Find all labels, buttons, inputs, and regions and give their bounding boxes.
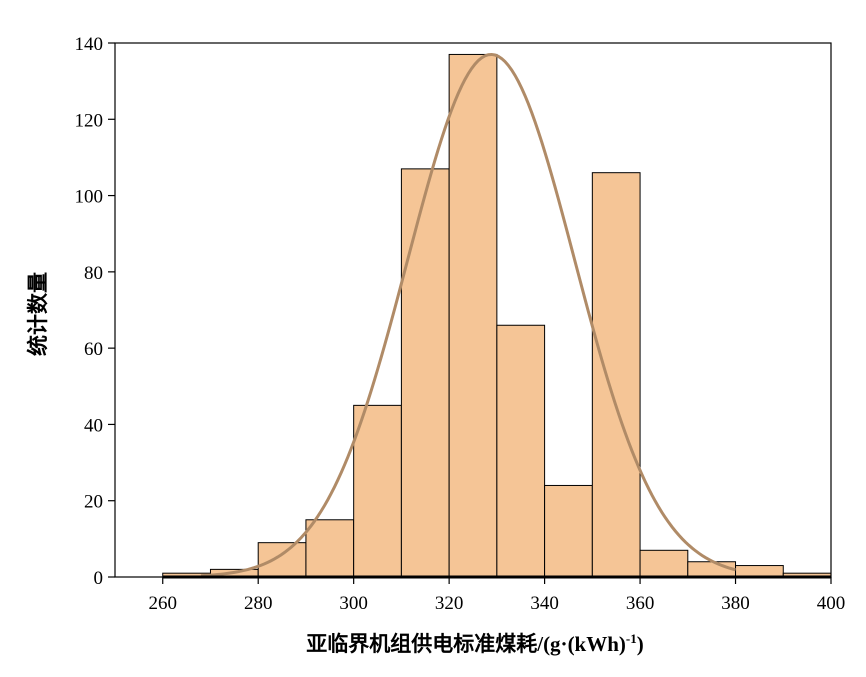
x-tick-label-280: 280: [244, 593, 273, 614]
y-tick-label-120: 120: [75, 110, 104, 131]
y-tick-label-60: 60: [84, 339, 103, 360]
x-tick-label-320: 320: [435, 593, 464, 614]
x-axis-title-tail: ): [637, 632, 644, 656]
x-axis-ticks: 260 280 300 320 340 360 380 400: [148, 577, 845, 614]
x-axis-title-superscript: -1: [626, 631, 637, 646]
y-tick-label-100: 100: [75, 187, 104, 208]
x-tick-label-340: 340: [530, 593, 559, 614]
y-tick-label-80: 80: [84, 263, 103, 284]
histogram-bar-320-330: [448, 53, 498, 578]
histogram-bar-280-290: [257, 542, 307, 578]
x-tick-label-360: 360: [626, 593, 655, 614]
y-tick-label-20: 20: [84, 492, 103, 513]
y-axis-ticks: 0 20 40 60 80 100 120 140: [75, 34, 115, 589]
histogram-bar-310-320: [400, 168, 450, 578]
histogram-bar-300-310: [353, 404, 402, 578]
histogram-bar-360-370: [639, 549, 689, 578]
histogram-bar-370-380: [687, 561, 737, 578]
x-tick-label-380: 380: [721, 593, 750, 614]
x-axis-title: 亚临界机组供电标准煤耗/(g·(kWh)-1): [306, 631, 644, 656]
y-tick-label-140: 140: [75, 34, 104, 55]
x-tick-label-300: 300: [339, 593, 368, 614]
y-axis-title: 统计数量: [26, 272, 50, 356]
histogram-bar-350-360: [591, 172, 641, 578]
fit-curve-layer: [200, 52, 736, 578]
y-tick-label-0: 0: [94, 568, 104, 589]
histogram-bar-330-340: [496, 324, 546, 578]
bars-layer: [162, 53, 832, 578]
x-tick-label-400: 400: [817, 593, 846, 614]
y-tick-label-40: 40: [84, 415, 103, 436]
histogram-bar-290-300: [305, 519, 355, 578]
x-axis-title-main: 亚临界机组供电标准煤耗/(g·(kWh): [306, 632, 626, 656]
x-tick-label-260: 260: [148, 593, 177, 614]
normal-fit-curve: [200, 52, 736, 578]
histogram-bar-340-350: [544, 484, 593, 578]
histogram-bar-380-390: [735, 565, 784, 578]
